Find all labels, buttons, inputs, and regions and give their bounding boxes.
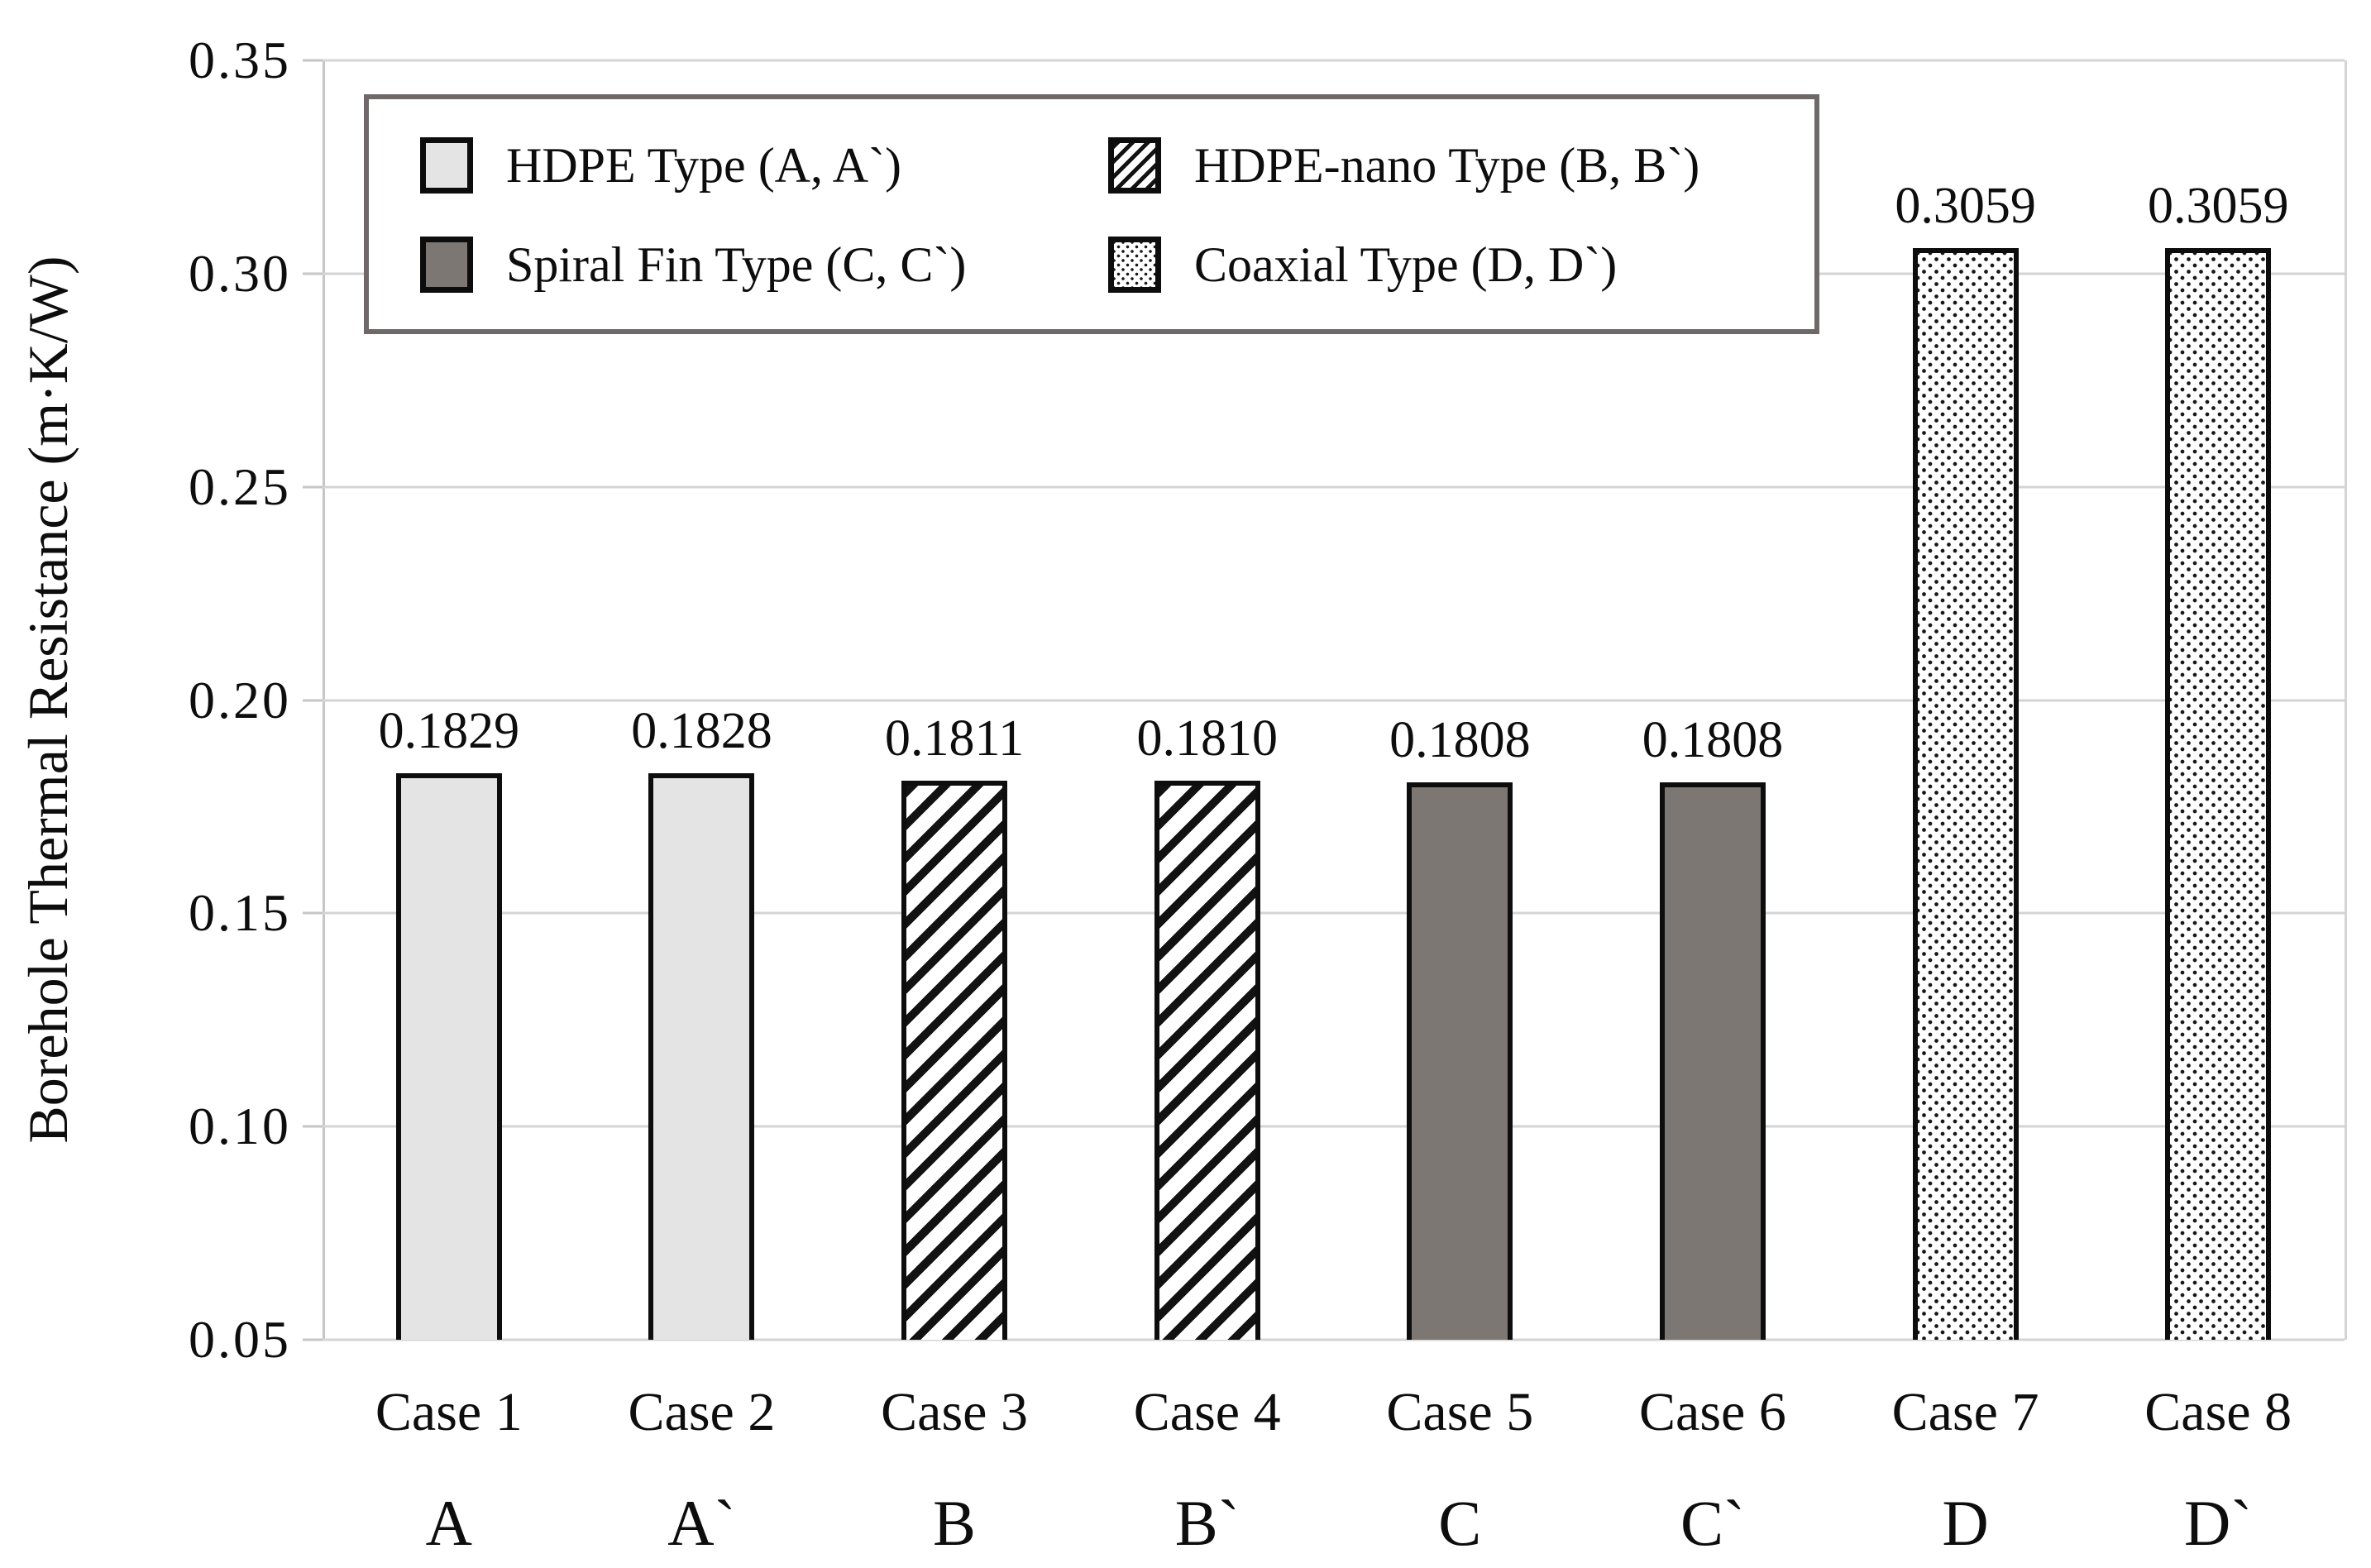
legend-label: HDPE-nano Type (B, B`) [1194, 138, 1700, 193]
legend-swatch-spiral-icon [420, 237, 473, 293]
legend-item-spiral: Spiral Fin Type (C, C`) [420, 236, 1108, 294]
y-axis-tick [303, 1338, 323, 1341]
bar-case-8 [2165, 248, 2272, 1340]
bar-case-7 [1912, 248, 2019, 1340]
x-subcategory-label: A` [667, 1487, 736, 1559]
bar-value-label: 0.1811 [884, 710, 1025, 767]
y-axis-title: Borehole Thermal Resistance (m·K/W) [17, 256, 79, 1144]
x-subcategory-label: C` [1680, 1487, 1745, 1559]
x-category-label: Case 4 [1133, 1382, 1281, 1442]
x-category-label: Case 2 [628, 1382, 776, 1442]
y-tick-label: 0.15 [189, 883, 291, 943]
y-axis-tick [303, 59, 323, 62]
bar-case-3 [901, 780, 1008, 1340]
bar-value-label: 0.1810 [1136, 710, 1278, 767]
bar-value-label: 0.3059 [1895, 178, 2036, 235]
legend-label: HDPE Type (A, A`) [506, 138, 901, 193]
plot-right-border [2345, 60, 2347, 1340]
x-category-label: Case 5 [1386, 1382, 1534, 1442]
bar-case-2 [648, 773, 755, 1340]
y-tick-label: 0.30 [189, 243, 291, 303]
legend-item-nano: HDPE-nano Type (B, B`) [1108, 136, 1814, 194]
y-tick-label: 0.25 [189, 457, 291, 516]
x-subcategory-label: D [1942, 1487, 1989, 1559]
x-category-label: Case 1 [375, 1382, 523, 1442]
y-axis-tick [303, 1125, 323, 1128]
gridline [323, 1338, 2345, 1341]
bar-value-label: 0.1808 [1642, 711, 1784, 768]
y-axis-tick [303, 911, 323, 915]
x-subcategory-label: D` [2184, 1487, 2253, 1559]
bar-case-1 [395, 772, 502, 1340]
y-tick-label: 0.35 [189, 31, 291, 89]
x-category-label: Case 7 [1891, 1382, 2039, 1442]
gridline [323, 699, 2345, 701]
bar-value-label: 0.1808 [1389, 711, 1531, 768]
bar-value-label: 0.1829 [378, 702, 520, 759]
legend-label: Spiral Fin Type (C, C`) [506, 237, 967, 292]
legend-swatch-hdpe-icon [420, 137, 473, 194]
x-category-label: Case 8 [2144, 1382, 2292, 1442]
gridline [323, 911, 2345, 915]
bar-case-4 [1154, 781, 1260, 1340]
y-axis-tick [303, 699, 323, 701]
y-axis-tick [303, 485, 323, 489]
bar-value-label: 0.3059 [2147, 178, 2289, 235]
x-subcategory-label: B [933, 1487, 977, 1559]
x-category-label: Case 6 [1639, 1382, 1786, 1442]
legend-label: Coaxial Type (D, D`) [1194, 237, 1618, 292]
x-subcategory-label: A [425, 1487, 472, 1559]
bar-value-label: 0.1828 [631, 703, 772, 760]
gridline [323, 59, 2345, 62]
y-axis-tick [303, 272, 323, 275]
legend-item-coaxial: Coaxial Type (D, D`) [1108, 236, 1814, 294]
gridline [323, 1125, 2345, 1128]
legend-swatch-coaxial-icon [1108, 237, 1161, 293]
x-subcategory-label: C [1438, 1487, 1482, 1559]
bar-case-6 [1659, 782, 1766, 1340]
x-subcategory-label: B` [1174, 1487, 1240, 1559]
y-tick-label: 0.10 [189, 1097, 291, 1156]
y-tick-label: 0.20 [189, 670, 291, 729]
y-tick-label: 0.05 [189, 1310, 291, 1369]
bar-case-5 [1407, 782, 1513, 1340]
x-category-label: Case 3 [881, 1382, 1028, 1442]
legend-item-hdpe: HDPE Type (A, A`) [420, 136, 1108, 194]
legend-swatch-nano-icon [1108, 137, 1161, 194]
legend: HDPE Type (A, A`) HDPE-nano Type (B, B`) S… [364, 94, 1819, 334]
gridline [323, 485, 2345, 489]
